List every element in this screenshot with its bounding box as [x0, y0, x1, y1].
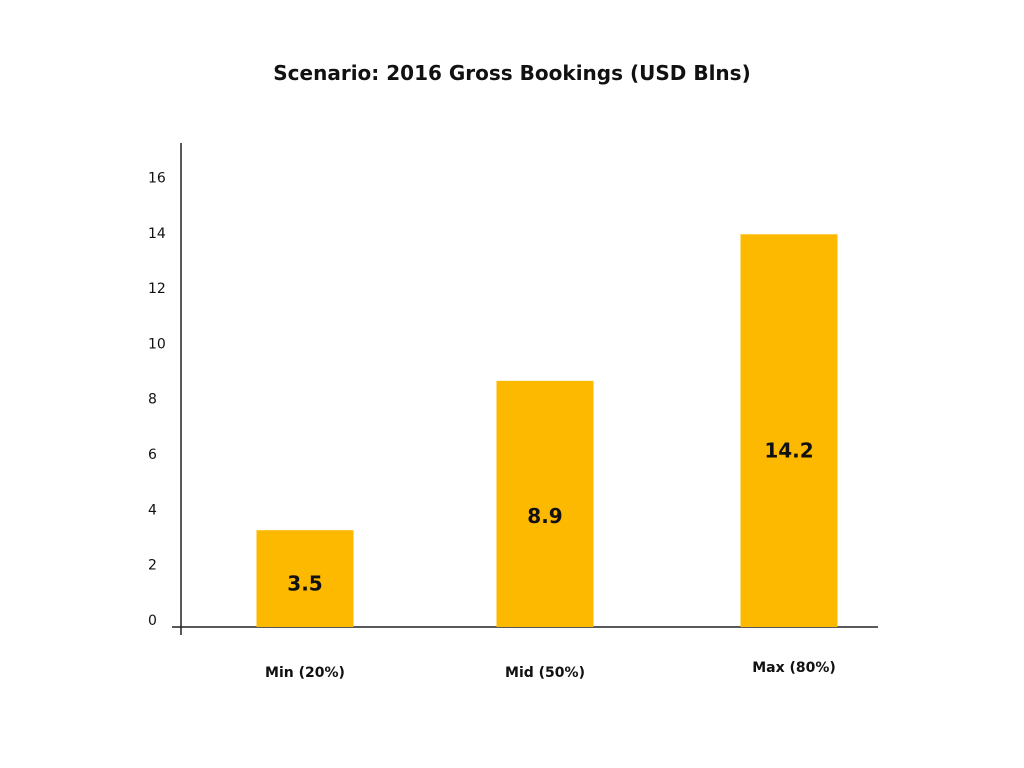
x-axis-ticks: Min (20%) Mid (50%) Max (80%) [265, 660, 836, 681]
data-label: 3.5 [287, 571, 322, 595]
data-label: 8.9 [527, 504, 562, 528]
data-labels: 3.5 8.9 14.2 [287, 438, 813, 595]
y-tick-label: 2 [148, 558, 157, 574]
bars [256, 234, 838, 628]
y-tick-label: 14 [148, 226, 166, 242]
bar [256, 530, 354, 627]
y-tick-label: 12 [148, 281, 166, 297]
x-tick-label: Max (80%) [752, 660, 836, 676]
y-tick-label: 4 [148, 502, 157, 518]
x-tick-label: Min (20%) [265, 665, 345, 681]
y-tick-label: 6 [148, 447, 157, 463]
data-label: 14.2 [764, 438, 813, 462]
y-tick-label: 16 [148, 170, 166, 186]
y-tick-label: 8 [148, 392, 157, 408]
chart-title: Scenario: 2016 Gross Bookings (USD Blns) [273, 61, 750, 85]
bar [740, 234, 838, 628]
x-tick-label: Mid (50%) [505, 665, 585, 681]
bar [496, 380, 594, 627]
y-tick-label: 0 [148, 613, 157, 629]
y-axis-ticks: 0 2 4 6 8 10 12 14 16 [148, 170, 166, 629]
y-tick-label: 10 [148, 336, 166, 352]
